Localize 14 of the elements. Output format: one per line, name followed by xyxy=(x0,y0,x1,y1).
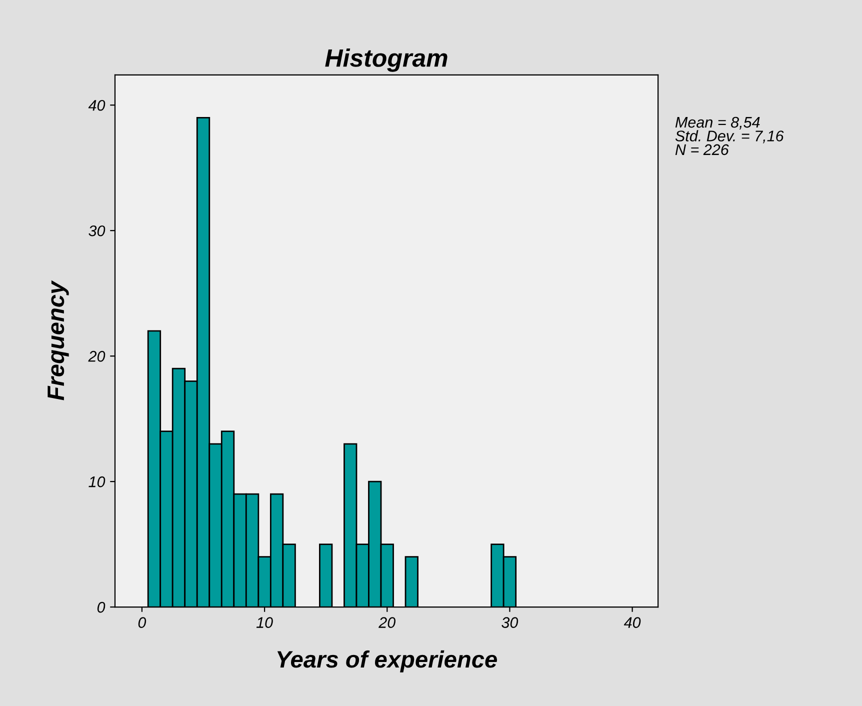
y-tick-label: 30 xyxy=(88,225,106,236)
chart-title: Histogram xyxy=(325,48,448,72)
x-tick-label: 0 xyxy=(138,617,146,628)
x-axis-title: Years of experience xyxy=(277,650,497,672)
y-tick-label: 10 xyxy=(88,476,106,488)
x-tick-label: 10 xyxy=(256,617,273,628)
y-tick-label: 0 xyxy=(97,602,106,613)
y-tick-label: 20 xyxy=(88,350,106,362)
y-tick-label: 40 xyxy=(88,100,106,111)
x-tick-label: 20 xyxy=(378,617,396,628)
y-axis-title: Frequency xyxy=(48,280,69,400)
x-tick-label: 30 xyxy=(502,617,518,628)
text: Mean = 8,54 Std. Dev. = 7,16 N = 226 xyxy=(675,116,784,156)
x-tick-label: 40 xyxy=(624,617,641,628)
